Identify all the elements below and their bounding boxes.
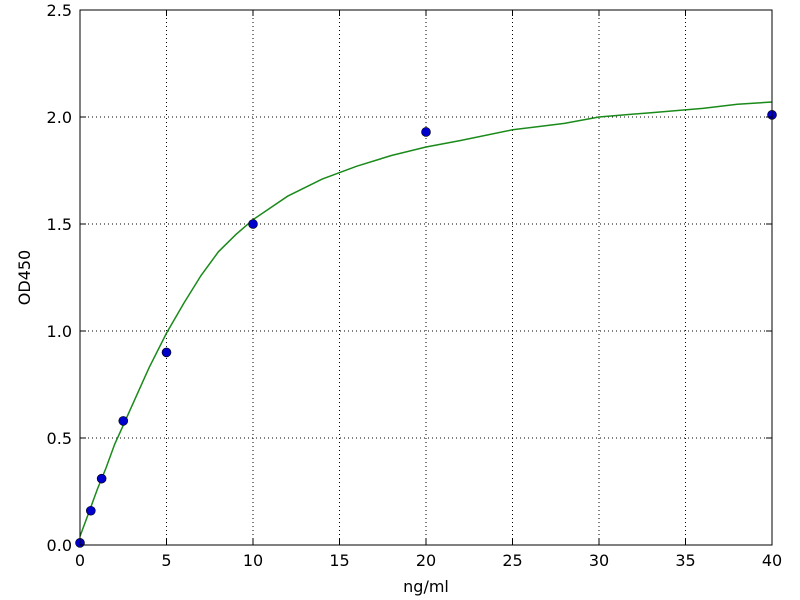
axis-ticks: 0 5 10 15 20 25 30 35 40 0.0 0.5 1.0 1.5 2.0 2.5 — [47, 1, 783, 570]
x-tick-label: 0 — [75, 551, 85, 570]
x-tick-label: 25 — [502, 551, 522, 570]
y-tick-label: 2.0 — [47, 108, 72, 127]
data-point — [118, 416, 129, 426]
x-axis-label: ng/ml — [403, 577, 449, 596]
x-tick-label: 5 — [161, 551, 171, 570]
data-point — [421, 127, 431, 137]
y-tick-label: 1.0 — [47, 322, 72, 341]
data-point — [248, 219, 258, 229]
x-tick-label: 40 — [762, 551, 782, 570]
y-tick-label: 2.5 — [47, 1, 72, 20]
y-axis-label: OD450 — [15, 250, 34, 305]
x-tick-label: 15 — [329, 551, 349, 570]
data-point — [96, 473, 107, 484]
y-tick-label: 1.5 — [47, 215, 72, 234]
y-tick-label: 0.0 — [47, 536, 72, 555]
data-points-layer — [75, 110, 777, 548]
x-tick-label: 10 — [243, 551, 263, 570]
data-point — [161, 347, 172, 358]
fitted-curve — [79, 101, 773, 537]
fitted-curve-layer — [79, 101, 773, 537]
x-tick-label: 20 — [416, 551, 436, 570]
data-point — [86, 505, 96, 516]
x-tick-label: 35 — [675, 551, 695, 570]
grid — [80, 10, 772, 545]
y-tick-label: 0.5 — [47, 429, 72, 448]
x-tick-label: 30 — [589, 551, 609, 570]
